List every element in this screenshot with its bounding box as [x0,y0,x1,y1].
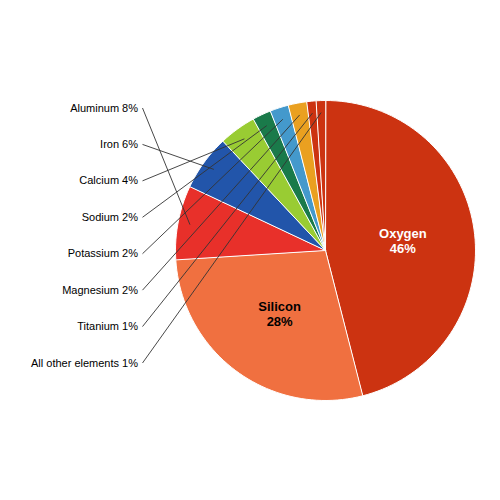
svg-text:Silicon28%: Silicon28% [258,299,301,329]
svg-text:Potassium 2%: Potassium 2% [68,247,139,259]
svg-text:Calcium 4%: Calcium 4% [79,174,138,186]
svg-text:Titanium 1%: Titanium 1% [77,320,138,332]
svg-text:Aluminum 8%: Aluminum 8% [70,102,138,114]
svg-text:Oxygen46%: Oxygen46% [379,226,427,256]
svg-text:Magnesium 2%: Magnesium 2% [62,284,138,296]
svg-text:Sodium 2%: Sodium 2% [82,211,138,223]
svg-text:Iron 6%: Iron 6% [100,138,138,150]
svg-text:All other elements 1%: All other elements 1% [31,357,138,369]
